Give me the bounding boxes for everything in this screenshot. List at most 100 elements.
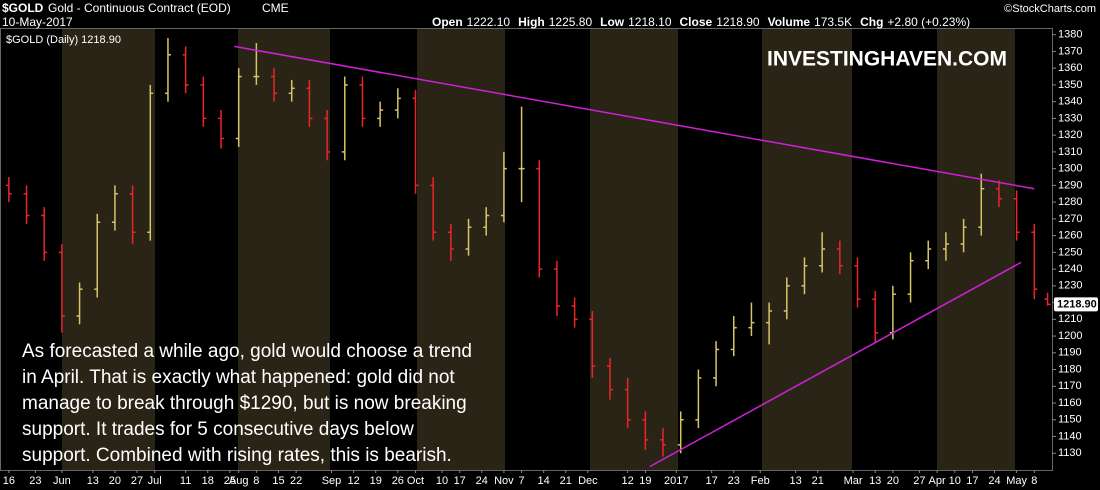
x-tick-label: Sep (322, 475, 342, 487)
quote-value: 1218.10 (628, 15, 672, 29)
trendline (649, 261, 1022, 468)
x-tick-label: 13 (869, 475, 881, 487)
x-tick-label: 24 (476, 475, 488, 487)
exchange: CME (262, 1, 289, 15)
x-tick-label: Mar (844, 475, 863, 487)
x-tick-label: 20 (887, 475, 899, 487)
x-tick-label: 22 (290, 475, 302, 487)
quote-value: 1222.10 (467, 15, 511, 29)
y-tick-label: 1180 (1058, 363, 1082, 375)
annotation: As forecasted a while ago, gold would ch… (22, 341, 472, 466)
x-tick-label: 17 (454, 475, 466, 487)
y-tick-label: 1130 (1058, 447, 1082, 459)
quote-label: Open (432, 15, 463, 29)
x-tick-label: 10 (436, 475, 448, 487)
x-tick-label: Apr (929, 475, 946, 487)
x-tick-label: 23 (29, 475, 41, 487)
x-tick-label: Aug (229, 475, 249, 487)
y-tick-label: 1370 (1058, 45, 1082, 57)
symbol: $GOLD (2, 1, 44, 15)
y-tick-label: 1190 (1058, 347, 1082, 359)
credit: ©StockCharts.com (1004, 3, 1096, 15)
y-tick-label: 1290 (1058, 179, 1082, 191)
y-tick-label: 1280 (1058, 196, 1082, 208)
x-tick-label: 19 (370, 475, 382, 487)
x-tick-label: 13 (790, 475, 802, 487)
x-tick-label: 24 (988, 475, 1000, 487)
quote-value: 1218.90 (716, 15, 760, 29)
x-tick-label: 8 (1031, 475, 1037, 487)
x-tick-label: 17 (706, 475, 718, 487)
y-tick-label: 1310 (1058, 146, 1082, 158)
x-tick-label: 18 (202, 475, 214, 487)
x-tick-label: 12 (622, 475, 634, 487)
month-band (238, 28, 330, 470)
month-band (937, 28, 1015, 470)
y-tick-label: 1320 (1058, 129, 1082, 141)
x-tick-label: 13 (87, 475, 99, 487)
x-tick-label: 8 (253, 475, 259, 487)
watermark: INVESTINGHAVEN.COM (767, 48, 1007, 71)
x-tick-label: Jun (53, 475, 71, 487)
y-tick-label: 1300 (1058, 163, 1082, 175)
y-tick-label: 1150 (1058, 414, 1082, 426)
quote-label: Volume (768, 15, 811, 29)
plot-border (0, 28, 1053, 471)
quote-label: Close (680, 15, 713, 29)
y-tick-label: 1380 (1058, 29, 1082, 41)
legend: $GOLD (Daily) 1218.90 (6, 34, 121, 46)
quote-value: 1225.80 (549, 15, 593, 29)
quote-value: 173.5K (814, 15, 852, 29)
x-tick-label: 15 (272, 475, 284, 487)
y-tick-label: 1140 (1058, 430, 1082, 442)
x-tick-label: 21 (812, 475, 824, 487)
x-tick-label: 19 (639, 475, 651, 487)
x-tick-label: 25 (224, 475, 236, 487)
x-tick-label: 16 (3, 475, 15, 487)
trendline (234, 45, 1035, 190)
annotation-line: manage to break through $1290, but is no… (22, 393, 467, 414)
y-tick-label: 1240 (1058, 263, 1082, 275)
x-tick-label: 27 (131, 475, 143, 487)
quote-label: High (518, 15, 545, 29)
y-tick-label: 1360 (1058, 62, 1082, 74)
x-tick-label: 7 (519, 475, 525, 487)
quote-label: Low (600, 15, 625, 29)
annotation-line: support. It trades for 5 consecutive day… (22, 419, 414, 440)
last-price-label: 1218.90 (1057, 298, 1097, 310)
month-band (417, 28, 505, 470)
x-tick-label: 20 (109, 475, 121, 487)
x-tick-label: Dec (578, 475, 598, 487)
x-tick-label: Jul (148, 475, 162, 487)
y-tick-label: 1270 (1058, 213, 1082, 225)
x-tick-label: 11 (180, 475, 191, 487)
y-tick-label: 1350 (1058, 79, 1082, 91)
x-tick-label: 27 (913, 475, 925, 487)
x-tick-label: 10 (949, 475, 961, 487)
date: 10-May-2017 (2, 15, 73, 29)
x-tick-label: Feb (751, 475, 770, 487)
x-tick-label: 2017 (664, 475, 688, 487)
last-price-box (1054, 297, 1098, 312)
annotation-line: support. Combined with rising rates, thi… (22, 445, 452, 466)
quote: Open 1222.10 High 1225.80 Low 1218.10 Close 121… (432, 15, 970, 29)
x-tick-label: 21 (560, 475, 572, 487)
y-tick-label: 1330 (1058, 112, 1082, 124)
x-tick-label: 12 (347, 475, 359, 487)
quote-value: +2.80 (+0.23%) (887, 15, 970, 29)
x-tick-label: Oct (407, 475, 424, 487)
y-tick-label: 1230 (1058, 280, 1082, 292)
x-tick-label: May (1006, 475, 1027, 487)
annotation-line: As forecasted a while ago, gold would ch… (22, 341, 472, 362)
y-tick-label: 1160 (1058, 397, 1082, 409)
y-tick-label: 1260 (1058, 230, 1082, 242)
quote-label: Chg (860, 15, 883, 29)
annotation-line: in April. That is exactly what happened:… (22, 367, 455, 388)
y-tick-label: 1340 (1058, 96, 1082, 108)
y-tick-label: 1210 (1058, 313, 1082, 325)
x-tick-label: 23 (728, 475, 740, 487)
x-tick-label: Nov (494, 475, 514, 487)
